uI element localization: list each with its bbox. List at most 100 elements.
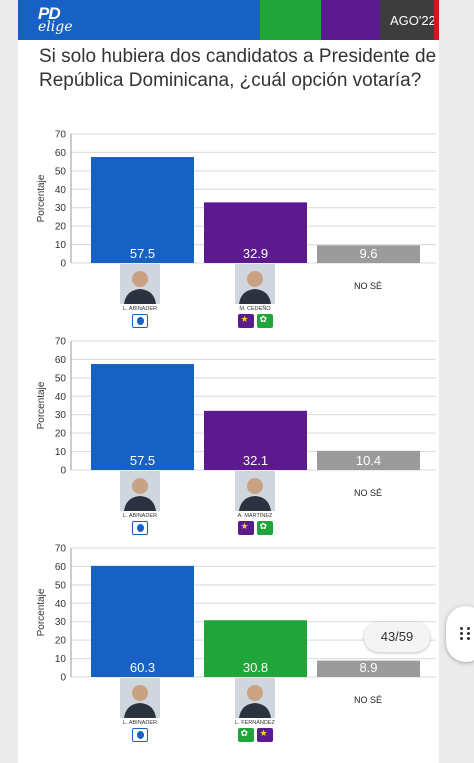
- y-tick-label: 30: [55, 617, 67, 628]
- poll-question: Si solo hubiera dos candidatos a Preside…: [39, 46, 437, 91]
- y-tick-label: 50: [55, 166, 67, 177]
- bar-value-label: 32.9: [243, 246, 268, 261]
- party-logo-prm-icon: [132, 314, 148, 328]
- bar: [317, 450, 420, 470]
- y-tick-label: 60: [55, 355, 67, 366]
- y-tick-label: 70: [55, 130, 67, 141]
- party-logos: [108, 728, 172, 742]
- candidate-card: A. MARTÍNEZ: [223, 471, 287, 535]
- page-counter[interactable]: 43/59: [364, 622, 430, 652]
- chart-abinader-vs-fernandez: 0 10 20 30 40 50 60 70 Porcentaje 60.3 30.8 8.9 L. A…: [18, 540, 439, 745]
- red-stripe: [434, 0, 439, 40]
- bar-value-label: 32.1: [243, 453, 268, 468]
- y-tick-label: 0: [60, 259, 66, 270]
- bar-value-label: 60.3: [130, 660, 155, 675]
- bar: [317, 660, 420, 677]
- y-tick-label: 20: [55, 636, 67, 647]
- logo[interactable]: PD elige: [18, 0, 260, 40]
- y-tick-label: 40: [55, 392, 67, 403]
- candidate-card: L. ABINADER: [108, 471, 172, 535]
- candidate-photo: [235, 471, 275, 511]
- bar: [91, 157, 194, 263]
- y-tick-label: 60: [55, 148, 67, 159]
- candidate-name: L. ABINADER: [123, 513, 157, 519]
- bar-value-label: 8.9: [359, 660, 377, 675]
- bar-value-label: 9.6: [359, 246, 377, 261]
- chart-abinader-vs-martinez: 0 10 20 30 40 50 60 70 Porcentaje 57.5 32.1 10.4 L. …: [18, 333, 439, 538]
- candidate-card: M. CEDEÑO: [223, 264, 287, 328]
- party-logo-pld-icon: [237, 314, 254, 328]
- y-tick-label: 70: [55, 337, 67, 348]
- candidate-name: L. ABINADER: [123, 306, 157, 312]
- y-tick-label: 10: [55, 240, 67, 251]
- y-tick-label: 70: [55, 544, 67, 555]
- party-logos: [108, 314, 172, 328]
- date-badge: AGO'22: [380, 0, 439, 40]
- candidate-card: L. ABINADER: [108, 678, 172, 742]
- bar: [91, 364, 194, 470]
- bar: [91, 565, 194, 677]
- party-logo-pld-icon: [237, 521, 254, 535]
- y-tick-label: 40: [55, 599, 67, 610]
- candidate-card: L. FERNÁNDEZ: [223, 678, 287, 742]
- no-se-label: NO SÉ: [353, 695, 382, 705]
- y-tick-label: 10: [55, 654, 67, 665]
- chart-svg: 0 10 20 30 40 50 60 70 Porcentaje 57.5 32.1 10.4: [36, 337, 436, 477]
- candidate-photo: [235, 264, 275, 304]
- menu-button[interactable]: [446, 606, 474, 662]
- candidate-name: A. MARTÍNEZ: [237, 513, 273, 519]
- chart-svg: 0 10 20 30 40 50 60 70 Porcentaje 60.3 30.8 8.9: [36, 544, 436, 684]
- candidate-photo: [120, 471, 160, 511]
- party-logo-fp-icon: [237, 728, 254, 742]
- party-logo-fp-icon: [256, 314, 273, 328]
- y-tick-label: 0: [60, 466, 66, 477]
- party-logos: [108, 521, 172, 535]
- candidate-name: L. ABINADER: [123, 720, 157, 726]
- y-tick-label: 60: [55, 562, 67, 573]
- logo-elige-text: elige: [38, 19, 73, 35]
- candidate-card: L. ABINADER: [108, 264, 172, 328]
- candidate-name: L. FERNÁNDEZ: [235, 720, 275, 726]
- y-tick-label: 20: [55, 429, 67, 440]
- candidate-photo: [120, 264, 160, 304]
- chart-svg: 0 10 20 30 40 50 60 70 Porcentaje 57.5 32.9 9.6: [36, 130, 436, 270]
- top-banner: PD elige AGO'22: [18, 0, 439, 40]
- bar-value-label: 10.4: [356, 453, 381, 468]
- bar: [204, 202, 307, 263]
- y-tick-label: 0: [60, 673, 66, 684]
- y-tick-label: 50: [55, 373, 67, 384]
- poll-card: PD elige AGO'22 Si solo hubiera dos cand…: [18, 0, 439, 763]
- bar: [317, 245, 420, 263]
- y-axis-label: Porcentaje: [36, 381, 47, 429]
- chart-abinader-vs-cedeno: 0 10 20 30 40 50 60 70 Porcentaje 57.5 32.9 9.6 L. A…: [18, 126, 439, 331]
- party-logo-fp-icon: [256, 521, 273, 535]
- grid-dots-icon: [460, 627, 472, 641]
- y-tick-label: 20: [55, 222, 67, 233]
- y-tick-label: 30: [55, 203, 67, 214]
- party-logo-prm-icon: [132, 728, 148, 742]
- candidate-name: M. CEDEÑO: [239, 306, 271, 312]
- party-logos: [223, 728, 287, 742]
- logo-pd-text: PD: [38, 4, 61, 23]
- party-logos: [223, 314, 287, 328]
- party-logo-pld-icon: [256, 728, 273, 742]
- candidate-photo: [120, 678, 160, 718]
- bar: [204, 410, 307, 470]
- y-axis-label: Porcentaje: [36, 174, 47, 222]
- green-color-band: [260, 0, 321, 40]
- bar-value-label: 57.5: [130, 246, 155, 261]
- candidate-photo: [235, 678, 275, 718]
- no-se-label: NO SÉ: [353, 281, 382, 291]
- purple-color-band: [321, 0, 380, 40]
- party-logo-prm-icon: [132, 521, 148, 535]
- date-text: AGO'22: [390, 13, 436, 28]
- y-tick-label: 40: [55, 185, 67, 196]
- bar-value-label: 30.8: [243, 660, 268, 675]
- bar: [204, 620, 307, 677]
- y-axis-label: Porcentaje: [36, 588, 47, 636]
- no-se-label: NO SÉ: [353, 488, 382, 498]
- bar-value-label: 57.5: [130, 453, 155, 468]
- party-logos: [223, 521, 287, 535]
- y-tick-label: 30: [55, 410, 67, 421]
- y-tick-label: 50: [55, 580, 67, 591]
